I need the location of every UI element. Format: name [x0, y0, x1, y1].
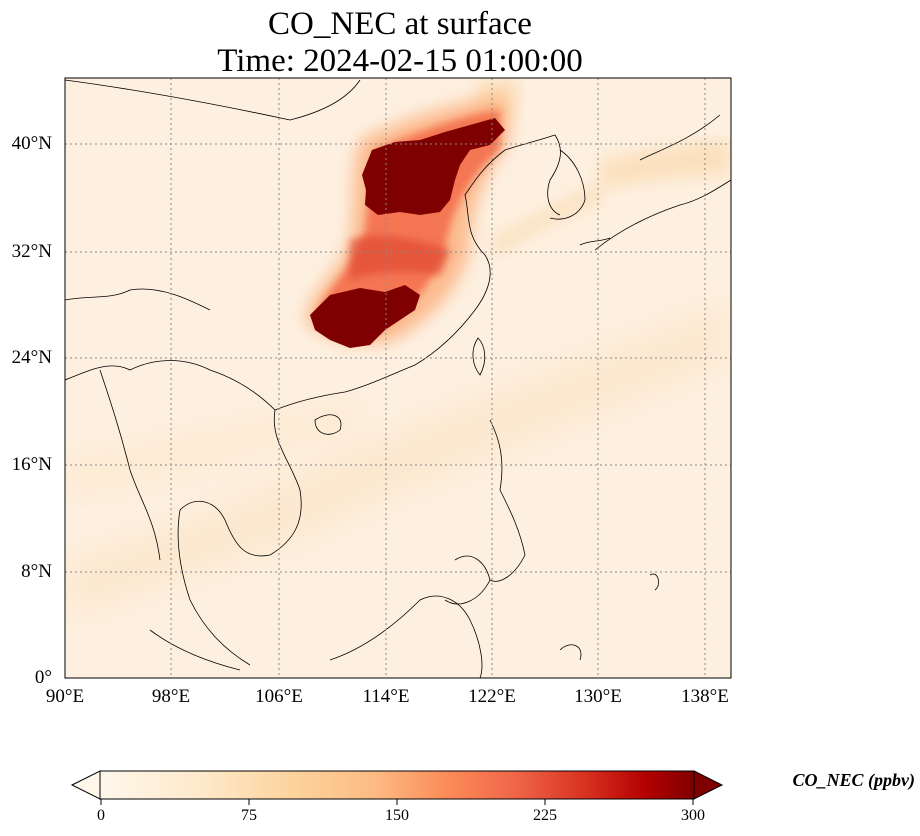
map-subtitle-time: Time: 2024-02-15 01:00:00	[217, 43, 583, 79]
colorbar-tick-0: 0	[97, 807, 105, 824]
lon-tick-98e: 98°E	[151, 686, 191, 707]
colorbar-extend-high	[693, 770, 724, 800]
lon-tick-138e: 138°E	[681, 686, 729, 707]
plot-frame	[64, 77, 732, 679]
lon-tick-114e: 114°E	[362, 686, 410, 707]
colorbar-tick-225: 225	[533, 807, 557, 824]
lat-tick-0: 0°	[34, 667, 52, 688]
gridlines	[65, 78, 731, 678]
map-title: CO_NEC at surface	[268, 6, 532, 42]
colorbar-tick-75: 75	[241, 807, 257, 824]
lon-tick-90e: 90°E	[45, 686, 85, 707]
lat-tick-16n: 16°N	[11, 454, 52, 475]
colorbar-extend-low	[70, 770, 101, 800]
colorbar-tick-150: 150	[385, 807, 409, 824]
coastlines	[65, 79, 731, 678]
lat-tick-40n: 40°N	[11, 133, 52, 154]
lat-tick-24n: 24°N	[11, 347, 52, 368]
colorbar-gradient	[99, 770, 695, 800]
colorbar	[70, 770, 724, 805]
concentration-field	[65, 78, 731, 678]
lon-tick-122e: 122°E	[468, 686, 516, 707]
lon-tick-130e: 130°E	[574, 686, 622, 707]
lat-tick-8n: 8°N	[21, 561, 52, 582]
lon-tick-106e: 106°E	[255, 686, 303, 707]
colorbar-label: CO_NEC (ppbv)	[792, 770, 916, 790]
lat-tick-32n: 32°N	[11, 241, 52, 262]
colorbar-tick-300: 300	[681, 807, 705, 824]
